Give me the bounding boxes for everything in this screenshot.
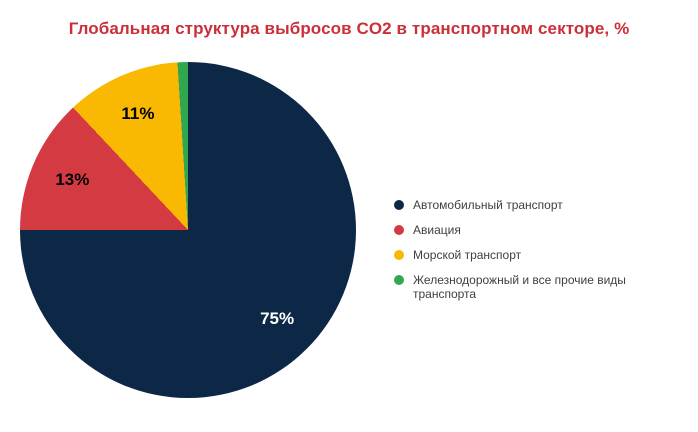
legend-item: Морской транспорт	[394, 248, 645, 262]
pie-slice-label: 75%	[260, 309, 295, 329]
legend-item: Железнодорожный и все прочие виды трансп…	[394, 273, 645, 301]
legend-label: Авиация	[413, 223, 461, 237]
legend-item: Авиация	[394, 223, 645, 237]
legend-marker-circle	[394, 275, 404, 285]
pie-slice-label: 11%	[121, 104, 155, 124]
legend-label: Автомобильный транспорт	[413, 198, 563, 212]
legend: Автомобильный транспорт Авиация Морской …	[394, 198, 645, 312]
chart-title: Глобальная структура выбросов CO2 в тран…	[68, 19, 630, 38]
legend-label: Железнодорожный и все прочие виды трансп…	[413, 273, 626, 301]
legend-marker-circle	[394, 200, 404, 210]
legend-label: Морской транспорт	[413, 248, 522, 262]
legend-marker-circle	[394, 250, 404, 260]
legend-marker-circle	[394, 225, 404, 235]
legend-item: Автомобильный транспорт	[394, 198, 645, 212]
pie-slice-label: 13%	[55, 169, 90, 189]
pie-chart: 75% 13% 11%	[20, 62, 356, 398]
